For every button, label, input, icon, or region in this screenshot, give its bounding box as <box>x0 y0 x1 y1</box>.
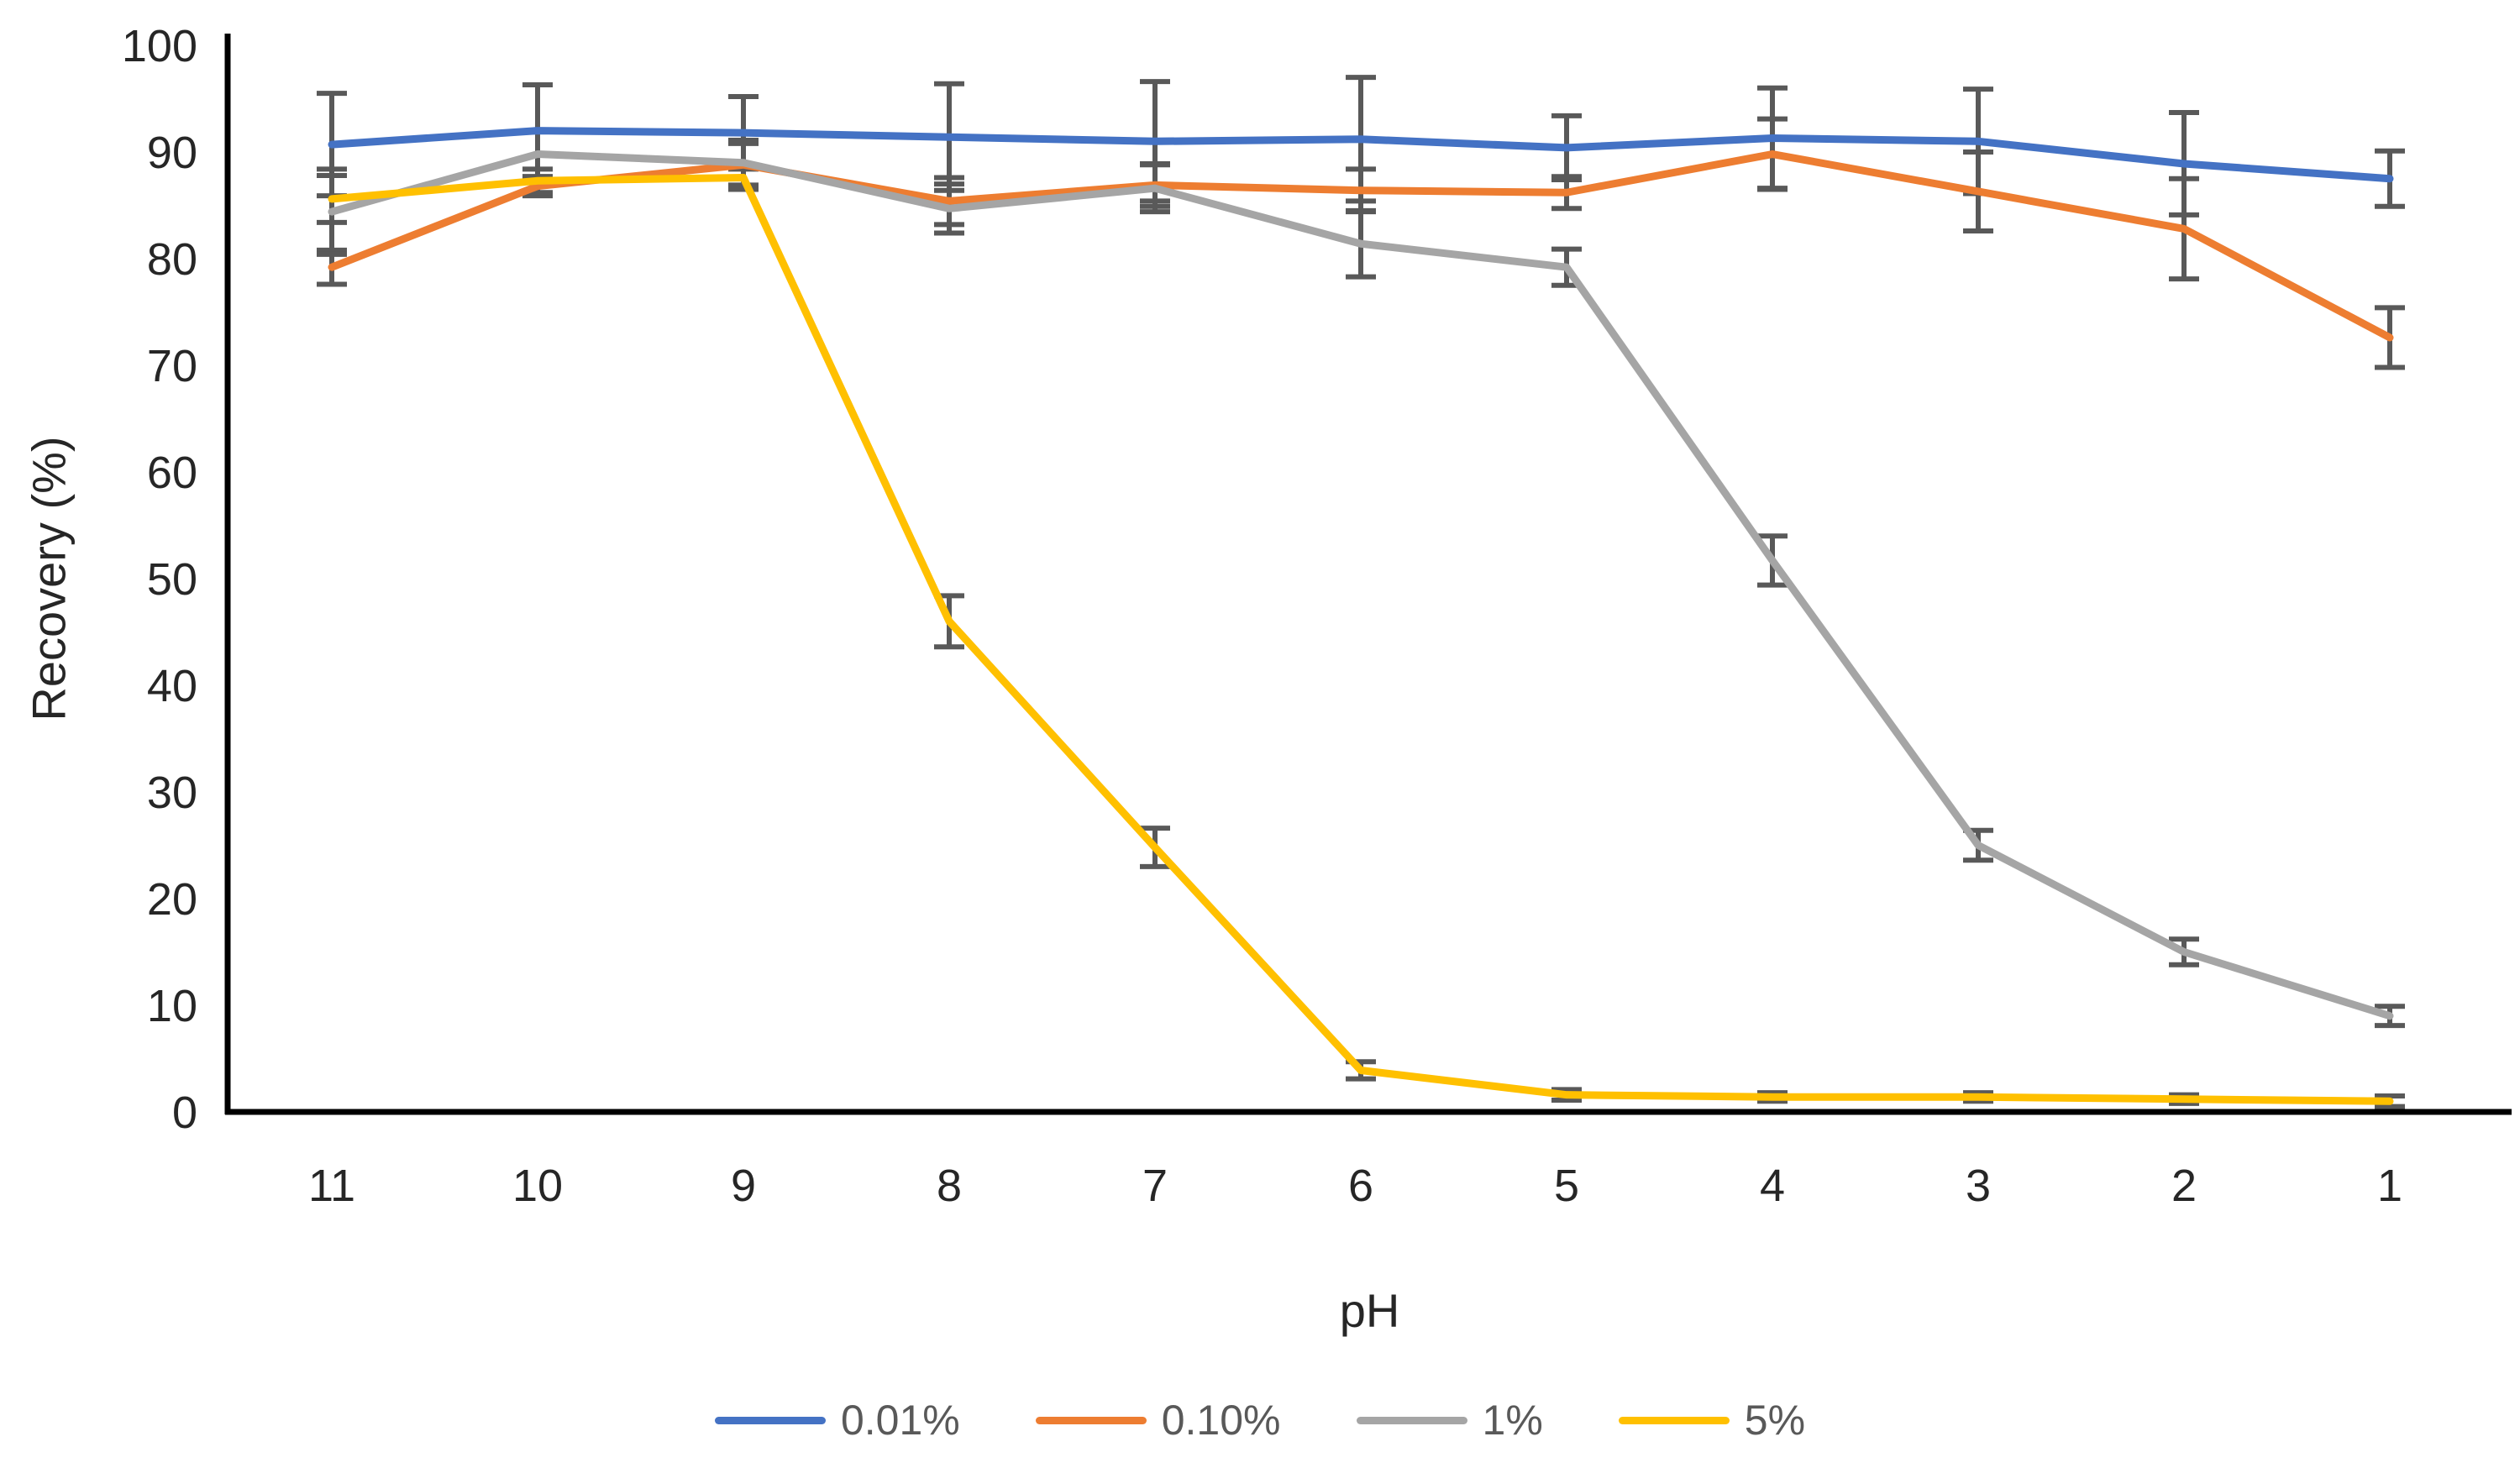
legend-swatch-0.01% <box>714 1416 826 1424</box>
series-line-0.10% <box>328 150 2394 342</box>
legend-item-5%: 5% <box>1618 1396 1806 1444</box>
legend-label: 1% <box>1482 1397 1543 1444</box>
x-tick-label: 3 <box>1966 1161 1991 1211</box>
y-tick-label: 40 <box>147 661 197 711</box>
y-tick-label: 100 <box>122 21 197 71</box>
x-tick-label: 10 <box>512 1161 563 1211</box>
y-tick-label: 30 <box>147 768 197 818</box>
y-tick-label: 80 <box>147 234 197 285</box>
chart-legend: 0.01% 0.10% 1% 5% <box>0 1396 2520 1444</box>
series-line-0.01% <box>328 127 2394 183</box>
x-tick-label: 2 <box>2171 1161 2197 1211</box>
y-tick-label: 90 <box>147 128 197 178</box>
x-tick-label: 1 <box>2377 1161 2402 1211</box>
legend-label: 5% <box>1744 1397 1806 1444</box>
legend-label: 0.01% <box>840 1397 960 1444</box>
legend-item-0.10%: 0.10% <box>1035 1396 1281 1444</box>
axes <box>224 34 2512 1115</box>
series-lines <box>328 127 2394 1105</box>
y-tick-label: 10 <box>147 981 197 1031</box>
y-tick-label: 0 <box>172 1088 197 1138</box>
y-tick-label: 50 <box>147 554 197 605</box>
series-line-5% <box>328 173 2394 1105</box>
x-tick-labels: 11 10 9 8 7 6 5 4 3 2 1 <box>308 1161 2402 1211</box>
y-tick-label: 70 <box>147 341 197 391</box>
y-tick-label: 60 <box>147 448 197 498</box>
legend-item-0.01%: 0.01% <box>714 1396 960 1444</box>
x-axis-title: pH <box>1339 1284 1400 1337</box>
x-tick-label: 5 <box>1554 1161 1579 1211</box>
x-tick-label: 4 <box>1760 1161 1785 1211</box>
legend-label: 0.10% <box>1161 1397 1281 1444</box>
x-tick-label: 7 <box>1142 1161 1168 1211</box>
x-tick-label: 9 <box>731 1161 756 1211</box>
legend-swatch-5% <box>1618 1416 1730 1424</box>
legend-swatch-1% <box>1356 1416 1467 1424</box>
error-bars <box>317 75 2405 1109</box>
x-tick-label: 6 <box>1348 1161 1373 1211</box>
x-tick-label: 8 <box>937 1161 962 1211</box>
series-line-1% <box>328 150 2394 1020</box>
y-tick-label: 20 <box>147 874 197 925</box>
legend-item-1%: 1% <box>1356 1396 1543 1444</box>
y-tick-labels: 0 10 20 30 40 50 60 70 80 90 100 <box>122 21 197 1138</box>
x-tick-label: 11 <box>308 1161 355 1211</box>
legend-swatch-0.10% <box>1035 1416 1147 1424</box>
y-axis-title: Recovery (%) <box>22 436 76 721</box>
